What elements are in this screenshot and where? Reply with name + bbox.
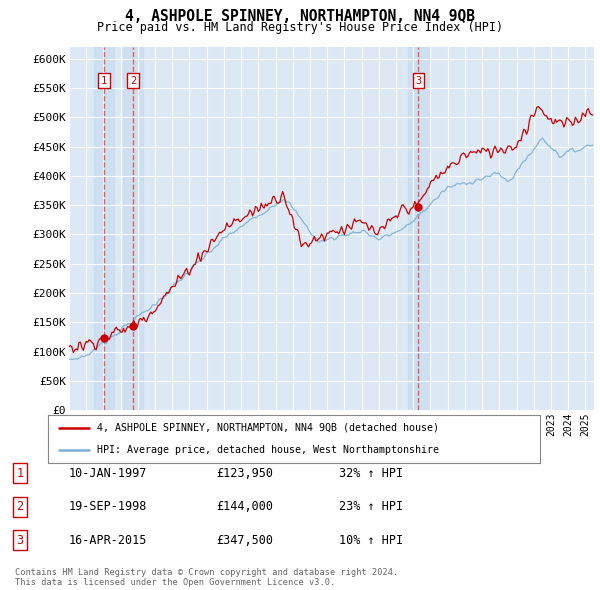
Bar [408,47,428,410]
Bar [94,47,114,410]
Text: Contains HM Land Registry data © Crown copyright and database right 2024.
This d: Contains HM Land Registry data © Crown c… [15,568,398,587]
Text: 4, ASHPOLE SPINNEY, NORTHAMPTON, NN4 9QB (detached house): 4, ASHPOLE SPINNEY, NORTHAMPTON, NN4 9QB… [97,423,439,433]
Text: 3: 3 [415,76,421,86]
Text: 16-APR-2015: 16-APR-2015 [69,534,148,547]
Bar [123,47,143,410]
Text: £123,950: £123,950 [216,467,273,480]
Text: 1: 1 [101,76,107,86]
Text: Price paid vs. HM Land Registry's House Price Index (HPI): Price paid vs. HM Land Registry's House … [97,21,503,34]
Text: 2: 2 [16,500,23,513]
Text: HPI: Average price, detached house, West Northamptonshire: HPI: Average price, detached house, West… [97,445,439,455]
Text: 2: 2 [130,76,136,86]
Text: 4, ASHPOLE SPINNEY, NORTHAMPTON, NN4 9QB: 4, ASHPOLE SPINNEY, NORTHAMPTON, NN4 9QB [125,9,475,24]
Text: 19-SEP-1998: 19-SEP-1998 [69,500,148,513]
Text: 32% ↑ HPI: 32% ↑ HPI [339,467,403,480]
Text: 10% ↑ HPI: 10% ↑ HPI [339,534,403,547]
Text: 1: 1 [16,467,23,480]
Text: £144,000: £144,000 [216,500,273,513]
Text: 23% ↑ HPI: 23% ↑ HPI [339,500,403,513]
Text: 10-JAN-1997: 10-JAN-1997 [69,467,148,480]
Text: £347,500: £347,500 [216,534,273,547]
Text: 3: 3 [16,534,23,547]
